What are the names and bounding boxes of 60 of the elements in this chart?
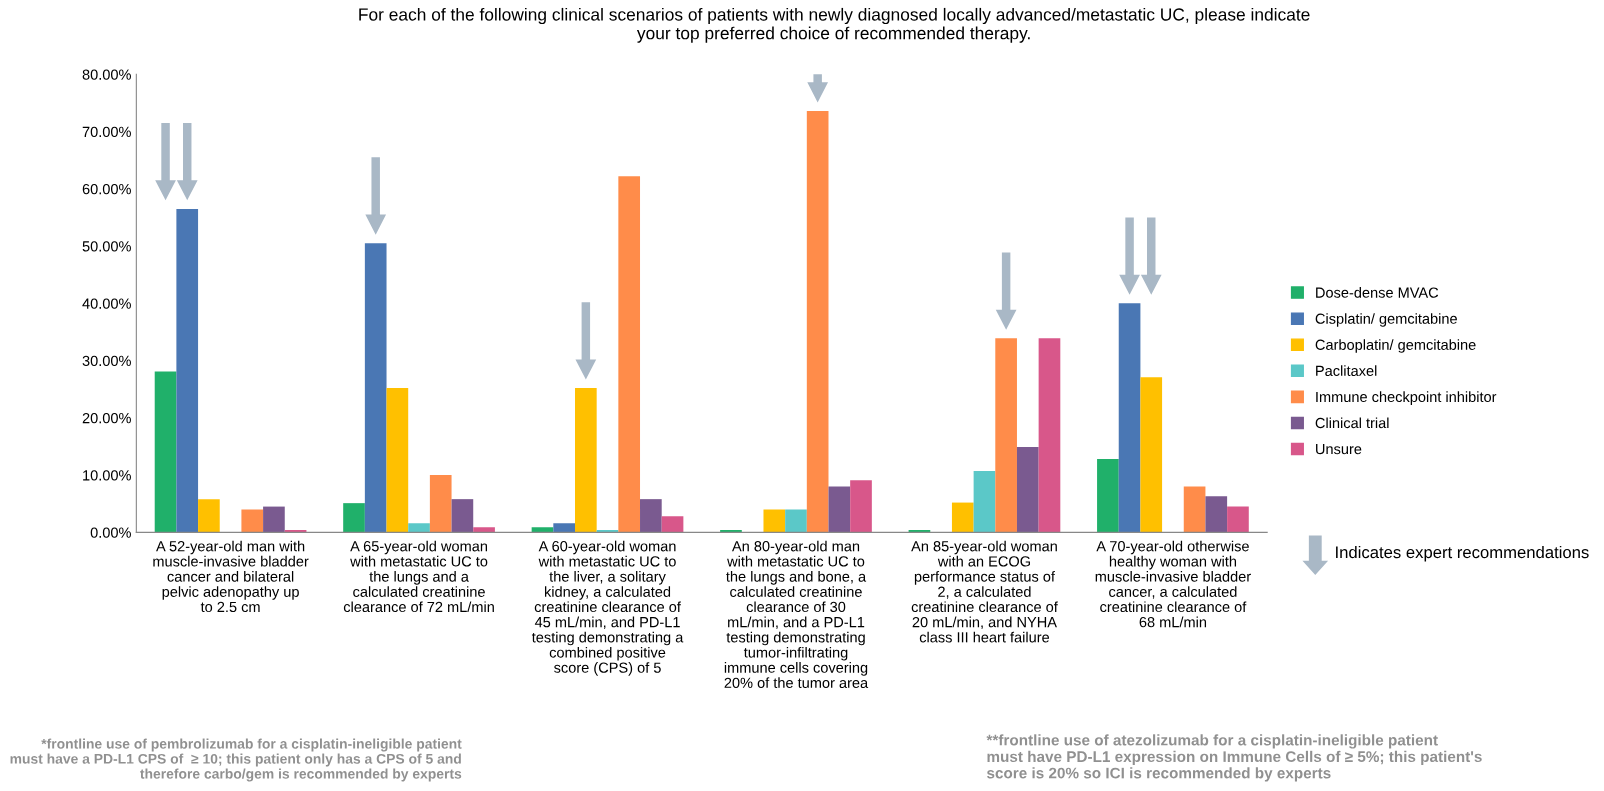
bar <box>763 509 786 533</box>
x-tick-label: An 85-year-old woman with an ECOG performance status of 2, a calculated creatinine clearance of 20 mL/min, and NYHA class III heart failure <box>911 540 1058 643</box>
y-tick-label: 60.00% <box>82 183 131 195</box>
text: *frontline use of pembrolizumab for a cisplatin-ineligible patient must have a PD-L1 CPS of ≥ 10; this patient only has a CPS of 5 and therefore carbo/gem is recommended by experts <box>10 738 462 782</box>
bar <box>343 503 365 533</box>
bar <box>618 176 641 533</box>
bar <box>531 527 554 533</box>
bar <box>1183 486 1206 533</box>
bar <box>951 502 974 533</box>
y-tick-label: 20.00% <box>82 412 131 424</box>
bar <box>241 509 264 533</box>
bar <box>176 208 199 533</box>
x-tick-label: A 52-year-old man with muscle-invasive bladder cancer and bilateral pelvic adenopathy up to 2.5 cm <box>153 540 309 613</box>
x-tick-label: A 65-year-old woman with metastatic UC to the lungs and a calculated creatinine clearance of 72 mL/min <box>343 540 494 613</box>
legend-label: Carboplatin/ gemcitabine <box>1315 339 1476 353</box>
bar <box>973 471 996 533</box>
category-label: A 60-year-old woman with metastatic UC to the liver, a solitary kidney, a calculated creatinine clearance of 45 mL/min, and PD-L1 testing demonstrating a combined positive score (CPS) of 5 <box>531 540 684 676</box>
x-tick-label: A 70-year-old otherwise healthy woman with muscle-invasive bladder cancer, a calculated creatinine clearance of 68 mL/min <box>1095 540 1251 628</box>
legend-label: Unsure <box>1316 444 1362 455</box>
bar <box>1016 447 1039 533</box>
bar <box>806 110 829 533</box>
bar <box>1140 377 1163 533</box>
bar <box>1118 303 1141 533</box>
y-tick-label: 10.00% <box>83 470 131 481</box>
bar <box>785 509 807 533</box>
y-tick-label: 70.00% <box>82 126 131 138</box>
text: Indicates expert recommendations <box>1336 545 1589 562</box>
legend-label: Dose-dense MVAC <box>1316 287 1439 298</box>
bar <box>1205 496 1228 533</box>
bar <box>661 516 684 533</box>
bar <box>850 480 872 533</box>
bar <box>429 475 452 533</box>
bar <box>364 243 387 533</box>
chart-title: For each of the following clinical scenarios of patients with newly diagnosed locally advanced/metastatic UC, please indicate your top preferred choice of recommended therapy. <box>359 7 1310 43</box>
legend-label: Immune checkpoint inhibitor <box>1316 391 1497 405</box>
bar <box>575 388 597 533</box>
y-tick-label: 0.00% <box>90 527 131 538</box>
bar <box>198 499 220 533</box>
bar <box>473 527 495 533</box>
bar <box>553 523 575 533</box>
legend-label: Paclitaxel <box>1316 365 1377 376</box>
bar <box>263 506 285 533</box>
y-tick-label: 50.00% <box>82 241 131 252</box>
bar <box>1097 459 1119 533</box>
bar <box>408 523 430 533</box>
y-tick-label: 80.00% <box>82 69 131 80</box>
category-label: An 80-year-old man with metastatic UC to the lungs and bone, a calculated creatinine clearance of 30 mL/min, and a PD-L1 testing demonstrating tumor-infiltrating immune cells covering 20% of the tumor area <box>724 540 869 689</box>
bar <box>154 371 177 533</box>
text: **frontline use of atezolizumab for a cisplatin-ineligible patient must have PD-L1 expression on Immune Cells of ≥ 5%; this patient's score is 20% so ICI is recommended by experts <box>986 734 1482 782</box>
bar <box>1038 338 1061 533</box>
bar <box>451 499 474 533</box>
bar <box>995 338 1017 533</box>
bar <box>1227 506 1249 533</box>
legend-label: Clinical trial <box>1315 417 1389 429</box>
bar <box>640 499 662 533</box>
y-tick-label: 30.00% <box>82 355 131 367</box>
legend-label: Cisplatin/ gemcitabine <box>1315 313 1457 327</box>
bar <box>828 486 851 533</box>
y-tick-label: 40.00% <box>82 298 131 309</box>
bar <box>386 388 409 533</box>
